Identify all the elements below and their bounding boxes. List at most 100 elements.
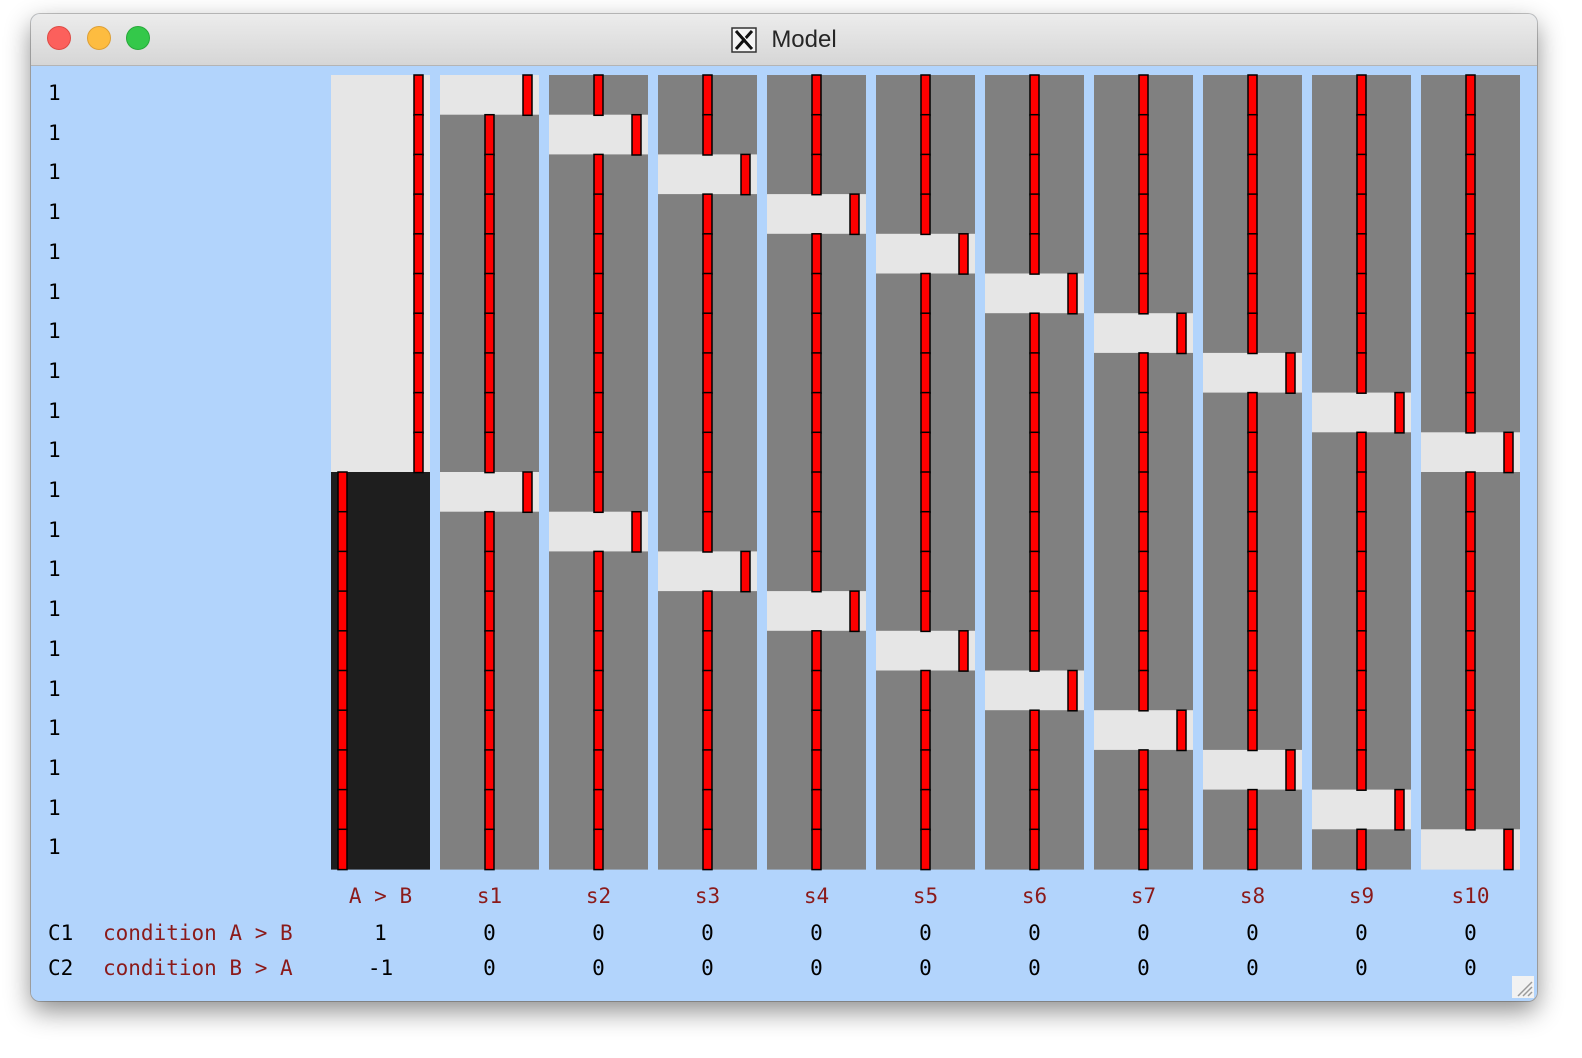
- parameter-bar: [1465, 391, 1476, 434]
- parameter-bar: [811, 630, 822, 672]
- parameter-bar: [484, 709, 495, 752]
- parameter-bar: [920, 153, 931, 196]
- parameter-bar: [1503, 828, 1514, 871]
- contrast-value[interactable]: 0: [919, 921, 932, 945]
- contrast-value[interactable]: 1: [374, 921, 387, 945]
- row-label: 1: [48, 200, 61, 225]
- contrast-value[interactable]: 0: [810, 956, 823, 980]
- parameter-bar: [702, 510, 713, 553]
- column-label[interactable]: A > B: [348, 884, 413, 908]
- contrast-value[interactable]: -1: [367, 956, 394, 980]
- contrast-value[interactable]: 0: [1028, 956, 1041, 980]
- resize-grip-icon[interactable]: [1512, 976, 1534, 998]
- column-label[interactable]: s9: [1348, 884, 1375, 908]
- parameter-bar: [1029, 153, 1040, 196]
- row-label: 1: [48, 398, 61, 423]
- contrast-value[interactable]: 0: [483, 956, 496, 980]
- column-label[interactable]: s10: [1451, 884, 1490, 908]
- parameter-bar: [1465, 312, 1476, 355]
- parameter-bar: [920, 471, 931, 514]
- parameter-bar: [484, 590, 495, 633]
- parameter-bar: [920, 113, 931, 156]
- contrast-value[interactable]: 0: [1246, 956, 1259, 980]
- parameter-bar: [1247, 233, 1258, 275]
- column-label[interactable]: s1: [476, 884, 503, 908]
- parameter-bar: [702, 431, 713, 474]
- column-label[interactable]: s5: [912, 884, 939, 908]
- parameter-bar: [1138, 669, 1149, 712]
- parameter-bar: [593, 630, 604, 672]
- column-label[interactable]: s4: [803, 884, 830, 908]
- parameter-bar: [1247, 630, 1258, 672]
- model-content: 1 1 1 1 1 1 1 1 1 1 1 1 1 1 1 1 1 1 1 1 A > B s1 s2 s3 s4 s5 s6 s7 s…: [31, 66, 1537, 1001]
- parameter-bar: [1356, 749, 1367, 791]
- parameter-bar: [702, 193, 713, 236]
- contrast-value[interactable]: 0: [1464, 956, 1477, 980]
- column-label[interactable]: s2: [585, 884, 612, 908]
- row-label: 1: [48, 358, 61, 383]
- column-label[interactable]: s7: [1130, 884, 1157, 908]
- contrast-name[interactable]: condition A > B: [103, 921, 293, 945]
- parameter-bar: [484, 312, 495, 355]
- title-bar[interactable]: Model: [31, 14, 1537, 66]
- parameter-bar: [1247, 471, 1258, 514]
- contrast-value[interactable]: 0: [1137, 921, 1150, 945]
- column-label[interactable]: s6: [1021, 884, 1048, 908]
- parameter-bar: [593, 312, 604, 355]
- parameter-bar: [1285, 352, 1296, 394]
- design-matrix[interactable]: [31, 66, 1537, 886]
- parameter-bar: [1356, 550, 1367, 593]
- parameter-bar: [811, 828, 822, 871]
- contrast-value[interactable]: 0: [483, 921, 496, 945]
- row-label: 1: [48, 120, 61, 145]
- parameter-bar: [1247, 153, 1258, 196]
- contrast-value[interactable]: 0: [592, 956, 605, 980]
- contrast-value[interactable]: 0: [1355, 921, 1368, 945]
- parameter-bar: [1029, 113, 1040, 156]
- contrast-value[interactable]: 0: [810, 921, 823, 945]
- parameter-bar: [1029, 630, 1040, 672]
- parameter-bar: [702, 74, 713, 117]
- parameter-bar: [1029, 233, 1040, 275]
- contrast-value[interactable]: 0: [1464, 921, 1477, 945]
- row-label: 1: [48, 755, 61, 780]
- parameter-bar: [740, 550, 751, 593]
- minimize-button[interactable]: [87, 26, 111, 50]
- contrast-value[interactable]: 0: [1246, 921, 1259, 945]
- parameter-bar: [702, 391, 713, 434]
- contrast-value[interactable]: 0: [1137, 956, 1150, 980]
- parameter-bar: [1029, 510, 1040, 553]
- contrast-value[interactable]: 0: [701, 956, 714, 980]
- row-label: 1: [48, 81, 61, 105]
- parameter-bar: [702, 749, 713, 791]
- parameter-bar: [1138, 391, 1149, 434]
- column-label[interactable]: s3: [694, 884, 721, 908]
- close-button[interactable]: [47, 26, 71, 50]
- contrast-value[interactable]: 0: [592, 921, 605, 945]
- parameter-bar: [1285, 749, 1296, 791]
- parameter-bar: [811, 352, 822, 394]
- parameter-bar: [413, 431, 424, 474]
- contrast-name[interactable]: condition B > A: [103, 956, 293, 980]
- zoom-button[interactable]: [126, 26, 150, 50]
- parameter-bar: [1138, 590, 1149, 633]
- parameter-bar: [702, 312, 713, 355]
- parameter-bar: [593, 352, 604, 394]
- column-label[interactable]: s8: [1239, 884, 1266, 908]
- parameter-bar: [1465, 669, 1476, 712]
- parameter-bar: [811, 113, 822, 156]
- contrast-value[interactable]: 0: [701, 921, 714, 945]
- parameter-bar: [1356, 471, 1367, 514]
- parameter-bar: [1247, 431, 1258, 474]
- contrast-value[interactable]: 0: [919, 956, 932, 980]
- contrast-value[interactable]: 0: [1028, 921, 1041, 945]
- parameter-bar: [1356, 312, 1367, 355]
- parameter-bar: [1138, 431, 1149, 474]
- parameter-bar: [1356, 590, 1367, 633]
- contrast-value[interactable]: 0: [1355, 956, 1368, 980]
- parameter-bar: [702, 352, 713, 394]
- parameter-bar: [1247, 669, 1258, 712]
- parameter-bar: [337, 630, 348, 672]
- parameter-bar: [1356, 233, 1367, 275]
- parameter-bar: [1138, 630, 1149, 672]
